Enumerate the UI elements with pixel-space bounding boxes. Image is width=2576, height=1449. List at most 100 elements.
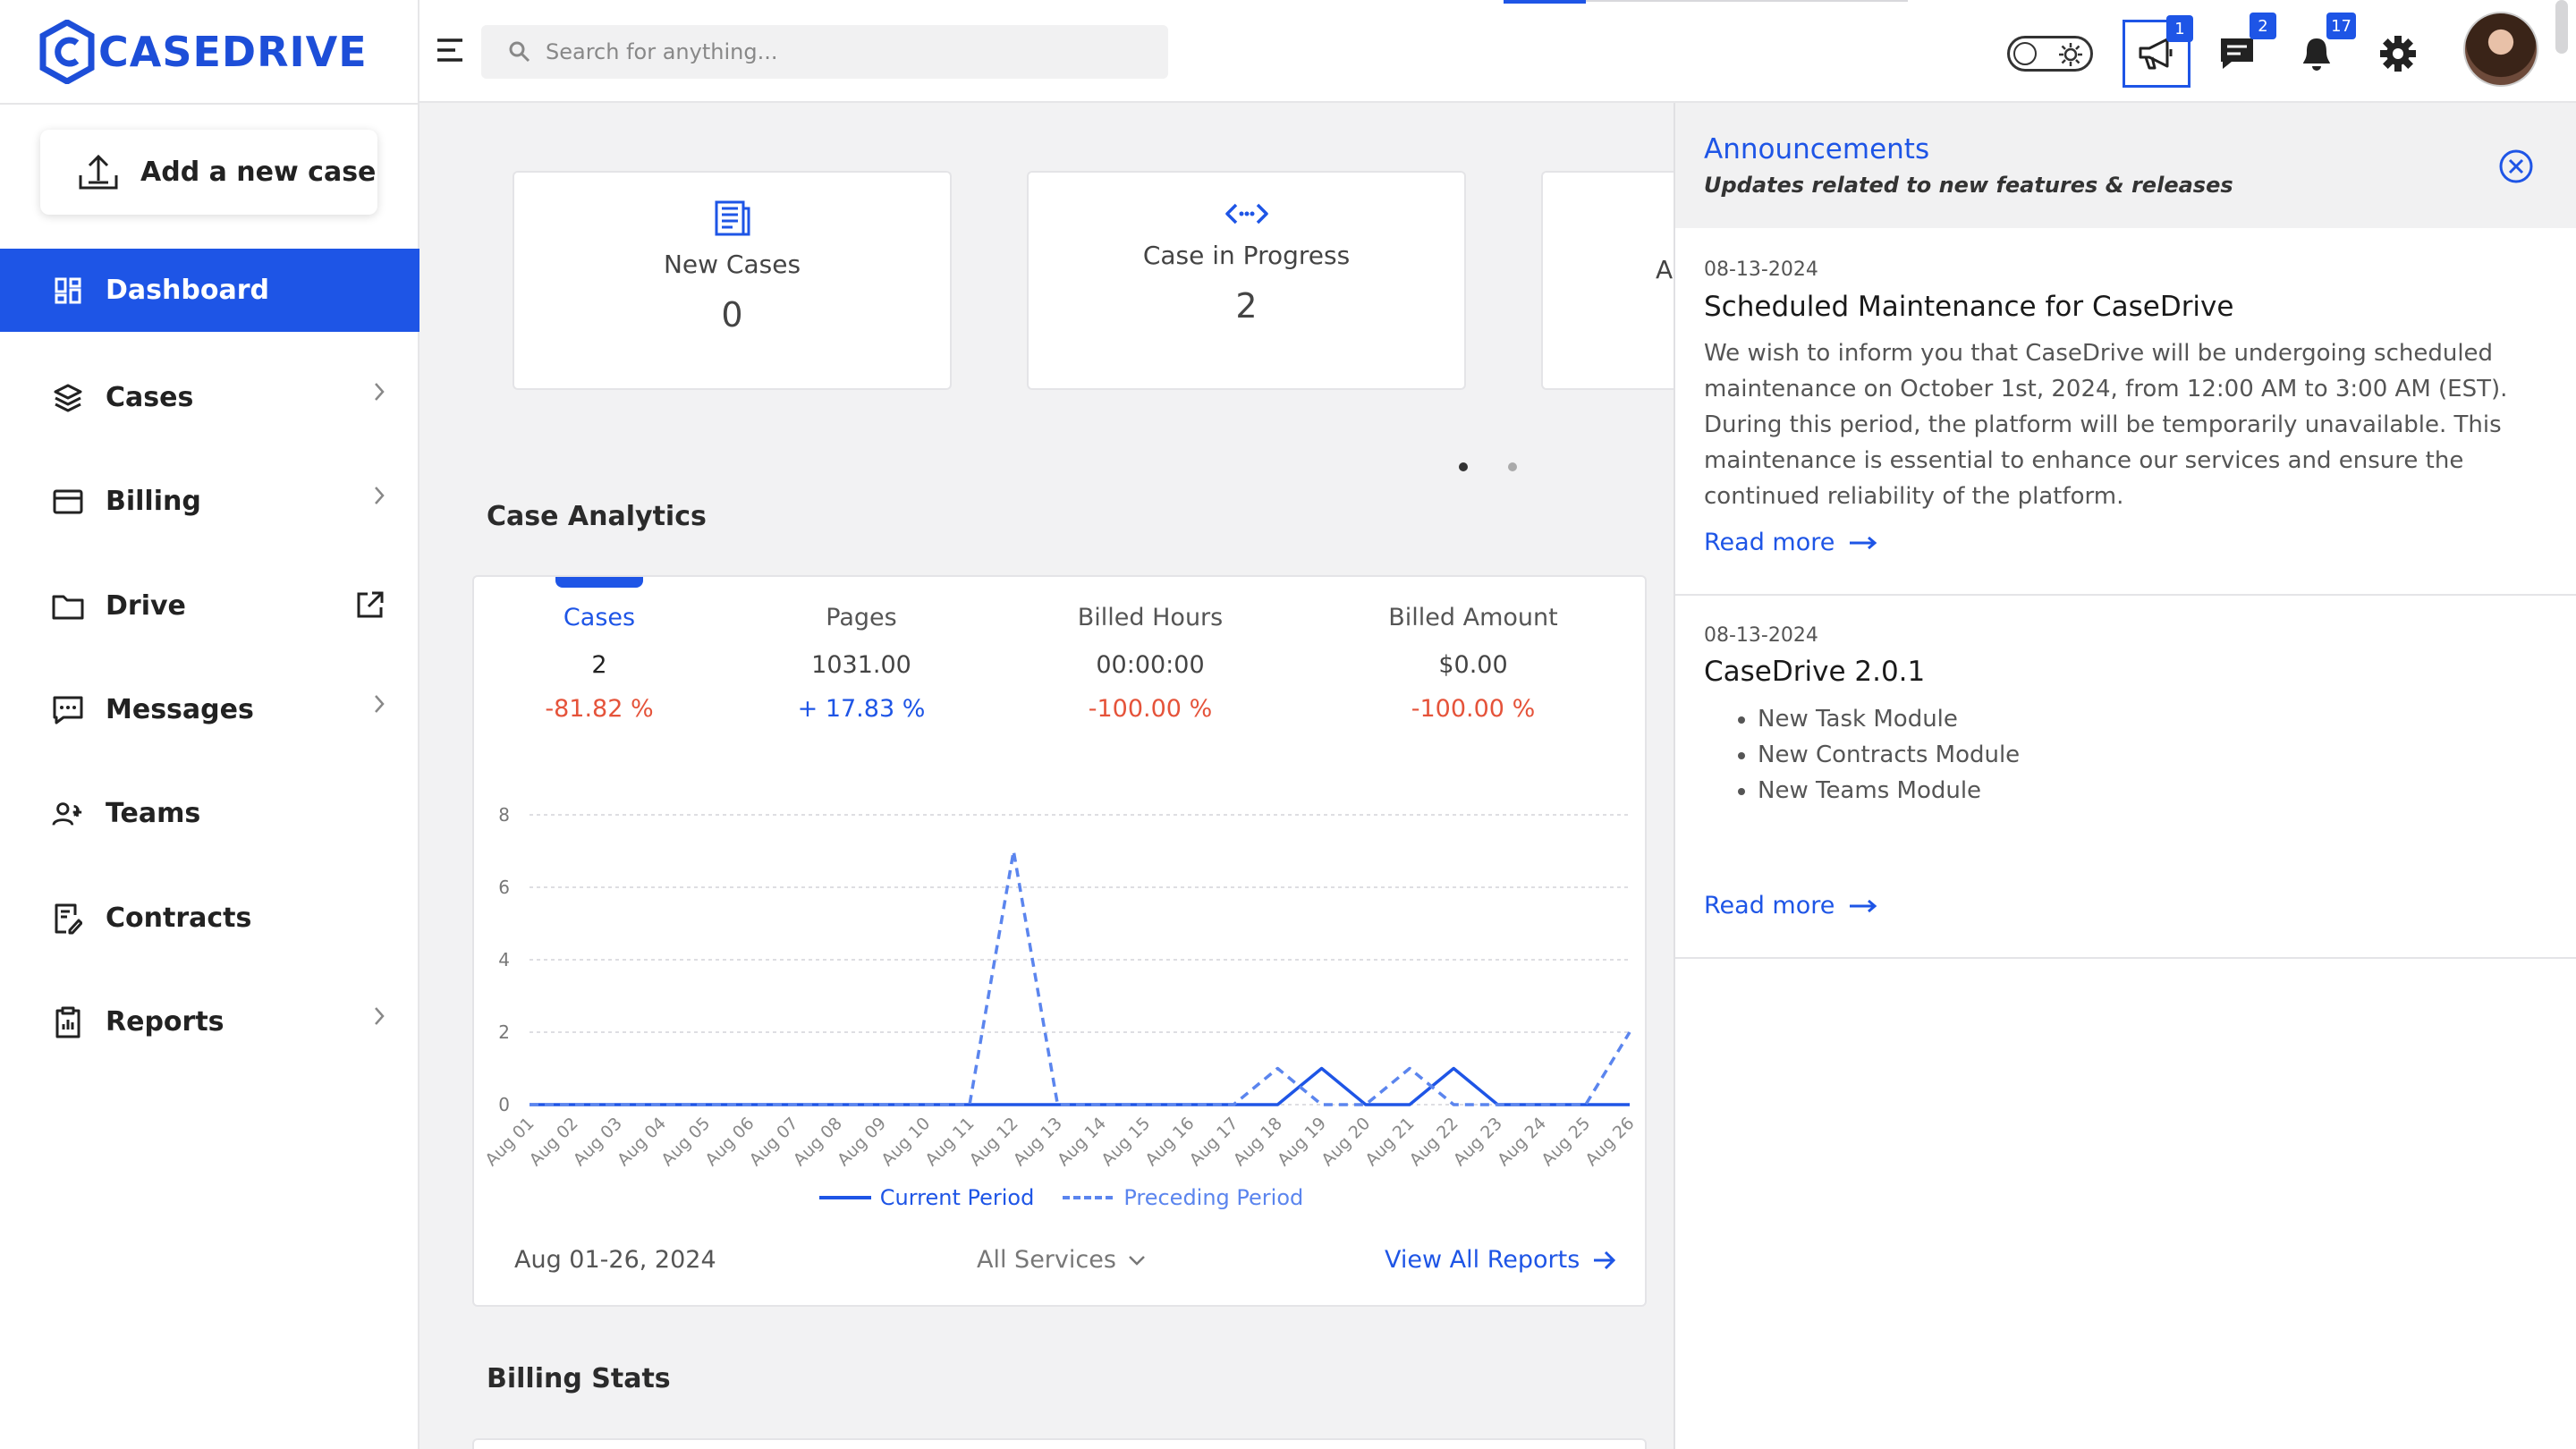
metric-tab-pages[interactable]: Pages 1031.00 + 17.83 % — [798, 604, 926, 723]
series-line-current-period — [530, 1066, 1630, 1106]
metric-change: + 17.83 % — [797, 695, 926, 723]
add-new-case-label: Add a new case — [140, 157, 377, 188]
message-square-icon — [52, 694, 84, 726]
read-more-label: Read more — [1704, 529, 1835, 556]
y-tick-label: 8 — [498, 804, 510, 826]
scrollbar[interactable] — [2555, 0, 2568, 54]
y-tick-label: 0 — [498, 1094, 510, 1115]
announcement-body: We wish to inform you that CaseDrive wil… — [1704, 340, 2508, 510]
y-tick-label: 2 — [498, 1021, 510, 1043]
stat-value: 2 — [1235, 286, 1258, 326]
read-more-link[interactable]: Read more — [1704, 529, 1877, 556]
search-bar[interactable] — [481, 25, 1168, 79]
arrow-right-icon — [1594, 1250, 1616, 1269]
sidebar-item-label: Cases — [106, 382, 194, 413]
megaphone-icon — [2139, 38, 2173, 70]
chevron-right-icon — [375, 383, 385, 401]
view-all-reports-link[interactable]: View All Reports — [1385, 1246, 1617, 1274]
stat-value: 0 — [721, 295, 743, 335]
announcements-button[interactable]: 1 — [2123, 15, 2193, 88]
notifications-button[interactable]: 17 — [2283, 13, 2356, 88]
search-input[interactable] — [546, 39, 1154, 64]
sidebar-item-teams[interactable]: Teams — [0, 772, 419, 855]
carousel-dot-active[interactable] — [1459, 462, 1468, 471]
metric-label: Cases — [563, 604, 636, 631]
sidebar-item-drive[interactable]: Drive — [0, 564, 419, 648]
metric-change: -81.82 % — [545, 695, 654, 723]
legend-current-period[interactable]: Current Period — [818, 1185, 1035, 1210]
billing-stats-title: Billing Stats — [487, 1363, 671, 1394]
announcement-title: Scheduled Maintenance for CaseDrive — [1704, 291, 2234, 323]
settings-button[interactable] — [2364, 20, 2432, 88]
bullet-item: New Task Module — [1758, 701, 2020, 737]
announcement-item: 08-13-2024 CaseDrive 2.0.1 New Task Modu… — [1675, 596, 2576, 959]
sidebar-item-cases[interactable]: Cases — [0, 356, 419, 439]
chevron-right-icon — [375, 695, 385, 713]
theme-toggle[interactable] — [2007, 36, 2093, 72]
user-avatar[interactable] — [2463, 12, 2538, 87]
arrow-right-icon — [1850, 536, 1877, 549]
stat-card-new-cases[interactable]: New Cases 0 — [513, 171, 952, 390]
sidebar-item-messages[interactable]: Messages — [0, 668, 419, 751]
legend-label: Current Period — [879, 1185, 1035, 1210]
sidebar: CASEDRIVE Add a new case Dashboard Cases… — [0, 0, 419, 1449]
sun-gear-icon — [2059, 43, 2082, 66]
sidebar-item-contracts[interactable]: Contracts — [0, 877, 419, 960]
sidebar-item-label: Reports — [106, 1006, 225, 1038]
announcement-date: 08-13-2024 — [1704, 258, 1818, 281]
announcements-title: Announcements — [1704, 133, 1930, 165]
casedrive-logo[interactable]: CASEDRIVE — [39, 18, 368, 86]
legend-preceding-period[interactable]: Preceding Period — [1063, 1185, 1303, 1210]
layers-icon — [52, 382, 84, 414]
services-select[interactable]: All Services — [977, 1246, 1147, 1274]
active-tab-indicator — [555, 577, 643, 588]
announcement-date: 08-13-2024 — [1704, 624, 1818, 647]
menu-icon[interactable] — [436, 38, 464, 63]
announcements-panel: Announcements Updates related to new fea… — [1674, 103, 2576, 1449]
sidebar-item-billing[interactable]: Billing — [0, 460, 419, 543]
stat-card-case-in-progress[interactable]: Case in Progress 2 — [1027, 171, 1466, 390]
casedrive-logo-icon — [39, 20, 95, 84]
sidebar-item-dashboard[interactable]: Dashboard — [0, 249, 419, 332]
legend-label: Preceding Period — [1123, 1185, 1304, 1210]
chart-legend: Current Period Preceding Period — [474, 1185, 1648, 1210]
messages-button[interactable]: 2 — [2203, 13, 2276, 88]
carousel-dot[interactable] — [1508, 462, 1517, 471]
loading-bar — [1504, 0, 1586, 4]
y-tick-label: 4 — [498, 949, 510, 970]
sidebar-item-reports[interactable]: Reports — [0, 980, 419, 1063]
metric-tab-billed-hours[interactable]: Billed Hours 00:00:00 -100.00 % — [1078, 604, 1223, 723]
announcements-header: Announcements Updates related to new fea… — [1675, 103, 2576, 228]
metric-label: Billed Amount — [1388, 604, 1558, 631]
credit-card-icon — [52, 486, 84, 518]
search-icon — [509, 41, 530, 63]
announcement-item: 08-13-2024 Scheduled Maintenance for Cas… — [1675, 228, 2576, 596]
metric-value: $0.00 — [1438, 651, 1508, 679]
sidebar-item-label: Billing — [106, 486, 201, 517]
toggle-knob — [2013, 42, 2037, 65]
add-new-case-button[interactable]: Add a new case — [40, 130, 377, 215]
notifications-badge: 17 — [2326, 13, 2356, 39]
read-more-link[interactable]: Read more — [1704, 892, 1877, 919]
chevron-right-icon — [375, 1007, 385, 1025]
sidebar-item-label: Drive — [106, 590, 186, 622]
messages-badge: 2 — [2250, 13, 2276, 39]
metric-tab-cases[interactable]: Cases 2 -81.82 % — [545, 604, 653, 723]
announcement-bullets: New Task Module New Contracts Module New… — [1758, 701, 2020, 809]
announcement-title: CaseDrive 2.0.1 — [1704, 656, 1926, 688]
stat-label: A — [1656, 255, 1674, 284]
x-tick-label: Aug 26 — [1581, 1114, 1638, 1167]
chevron-right-icon — [375, 487, 385, 504]
stat-card-partial[interactable]: A — [1541, 171, 1684, 390]
brand-name: CASEDRIVE — [98, 28, 368, 76]
bell-icon — [2303, 38, 2330, 71]
case-analytics-card: Cases 2 -81.82 % Pages 1031.00 + 17.83 %… — [472, 575, 1647, 1307]
metric-tab-billed-amount[interactable]: Billed Amount $0.00 -100.00 % — [1388, 604, 1557, 723]
sidebar-divider — [0, 103, 419, 105]
clipboard-icon — [52, 1006, 84, 1038]
bullet-item: New Teams Module — [1758, 773, 2020, 809]
close-icon[interactable] — [2498, 148, 2534, 184]
contract-edit-icon — [52, 902, 84, 935]
case-analytics-title: Case Analytics — [487, 501, 707, 532]
